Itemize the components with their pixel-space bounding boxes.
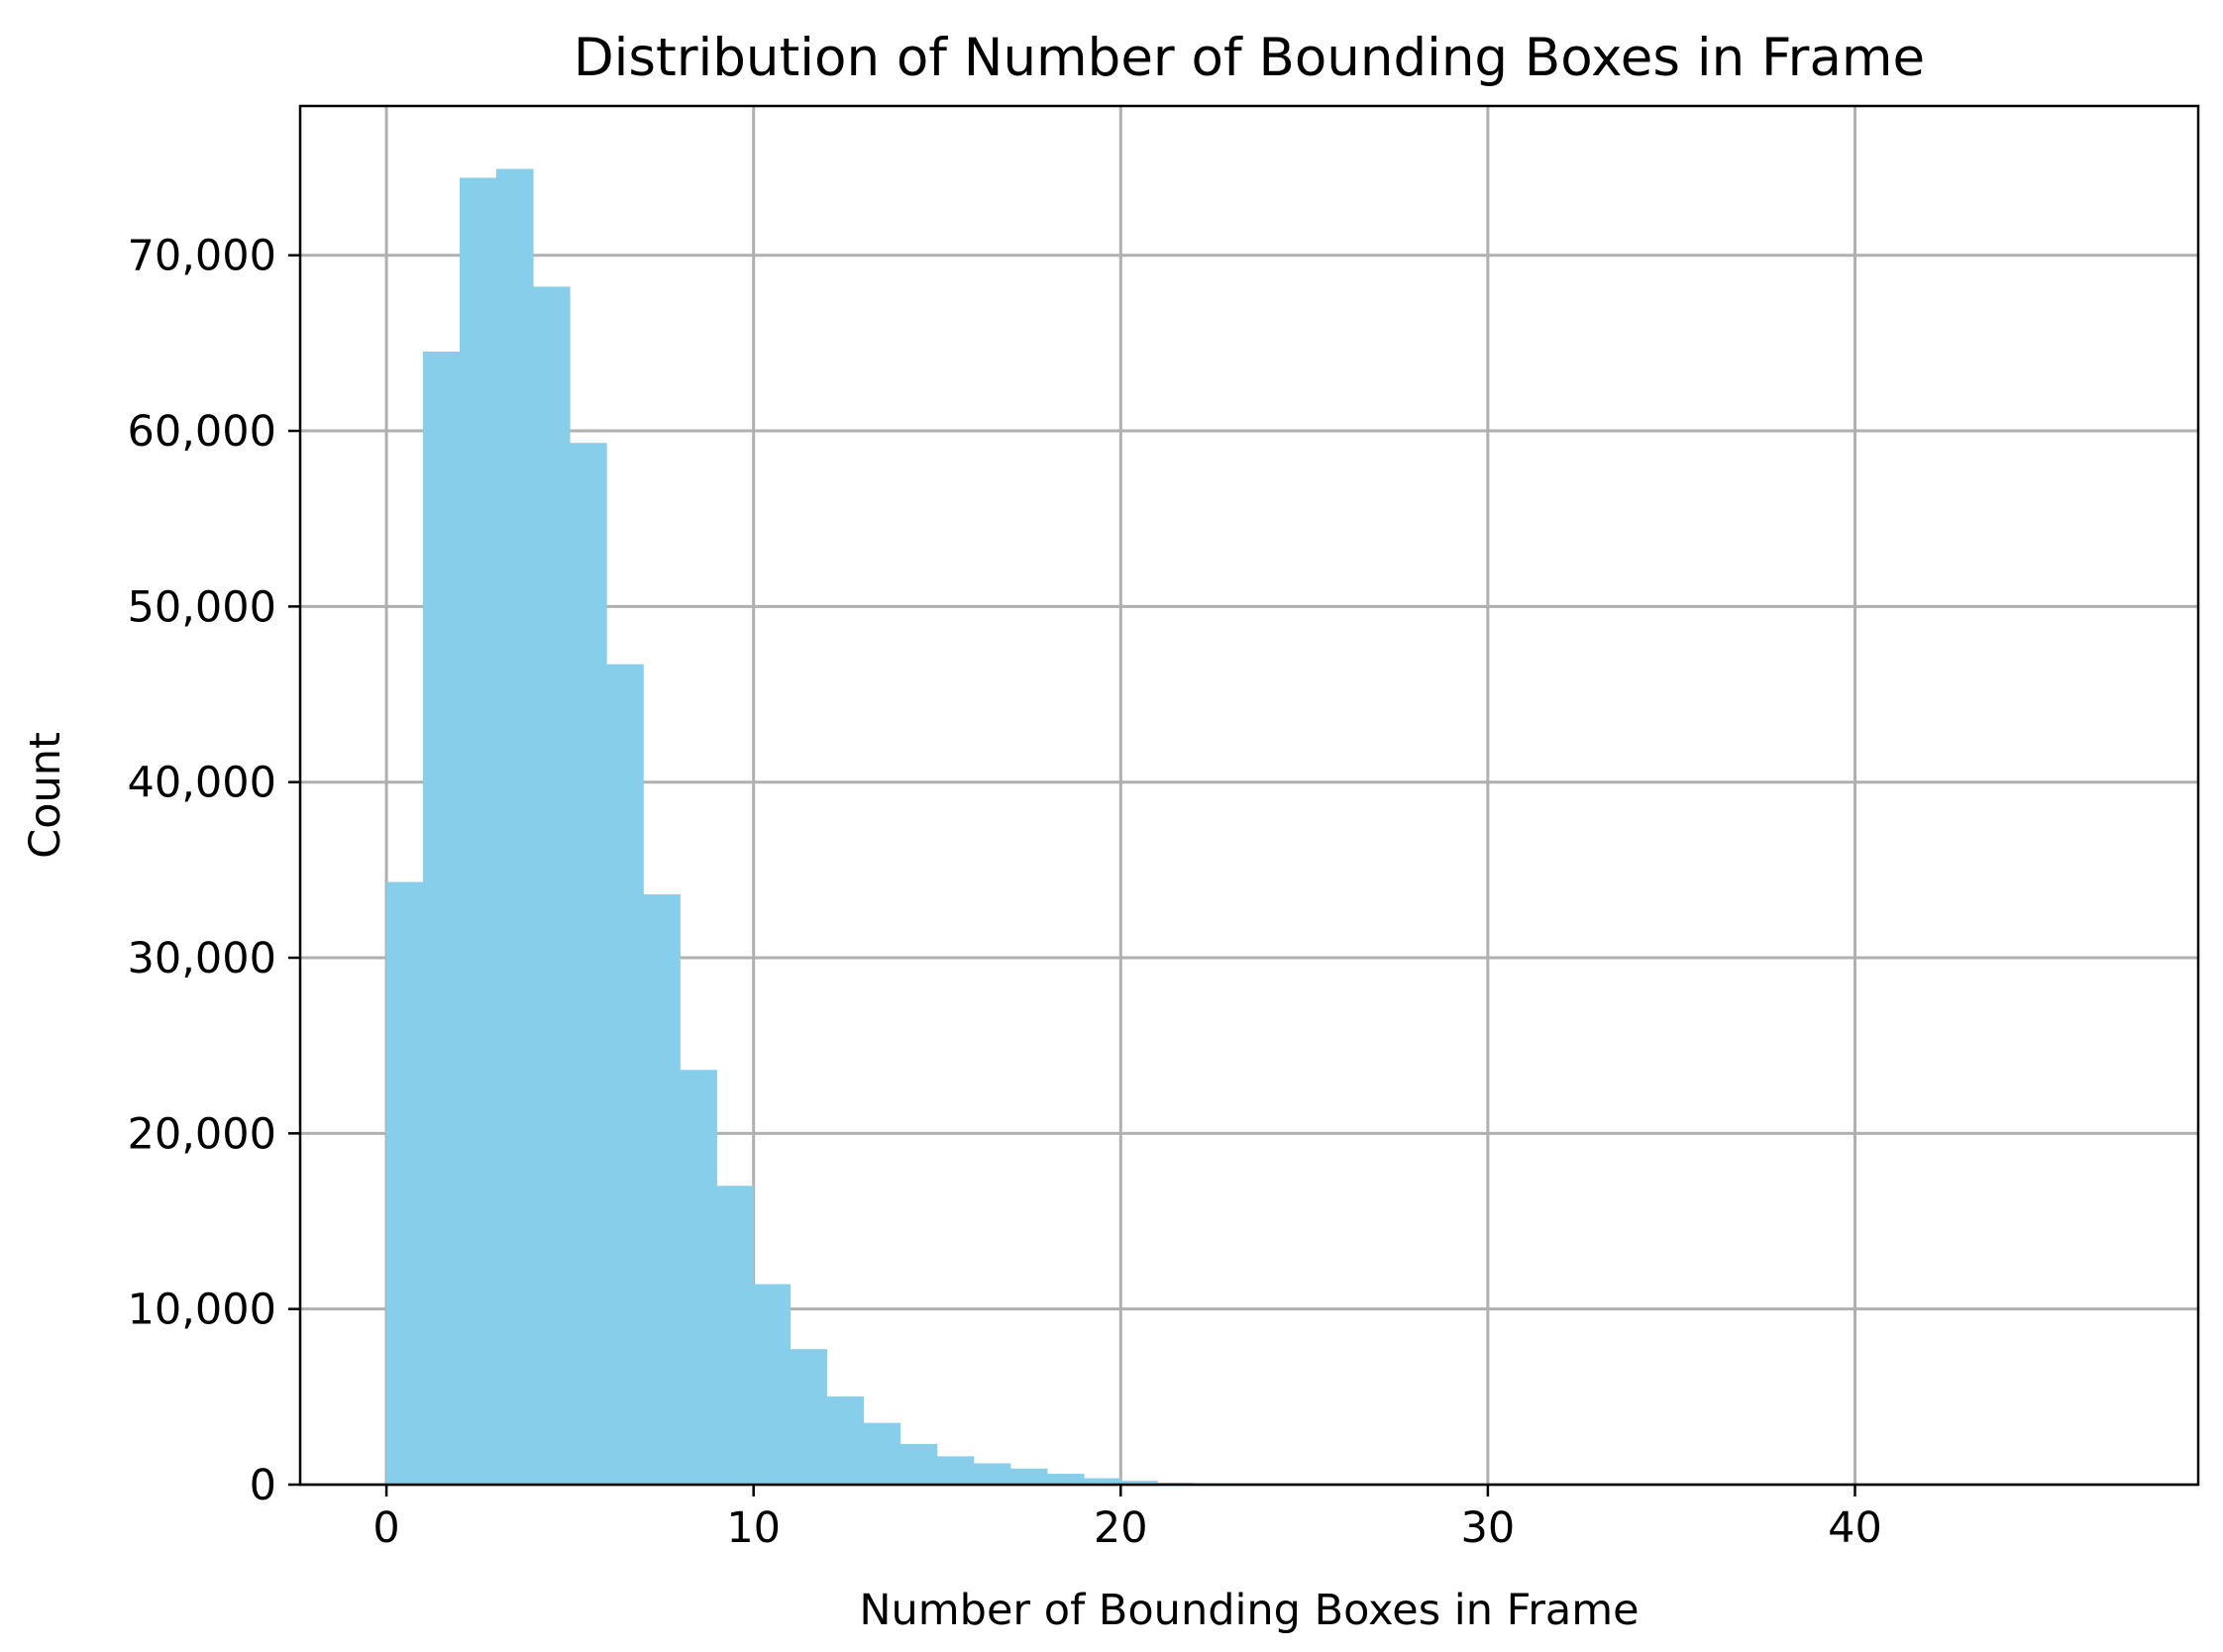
histogram-bar <box>900 1443 938 1486</box>
histogram-bar <box>753 1284 792 1486</box>
x-tick-label: 30 <box>1461 1503 1516 1553</box>
histogram-bar <box>826 1396 865 1486</box>
axis-ticks: 0 10 20 30 40 0 10,000 20,000 30,000 40,000 50,000… <box>128 232 1882 1553</box>
y-tick-label: 20,000 <box>128 1109 276 1159</box>
histogram-bar <box>1046 1474 1085 1486</box>
histogram-bars <box>385 168 2113 1486</box>
histogram-bar <box>680 1070 717 1486</box>
x-tick-label: 20 <box>1094 1503 1148 1553</box>
histogram-bar <box>422 352 461 1486</box>
x-axis-label: Number of Bounding Boxes in Frame <box>859 1586 1639 1635</box>
histogram-bar <box>643 893 681 1486</box>
histogram-bar <box>790 1349 828 1486</box>
y-axis-label: Count <box>21 732 70 859</box>
y-tick-label: 0 <box>250 1461 276 1510</box>
histogram-bar <box>973 1463 1011 1486</box>
histogram-bar <box>385 881 424 1486</box>
axes-frame <box>298 104 2200 1487</box>
histogram-bar <box>606 664 644 1486</box>
y-tick-label: 60,000 <box>128 407 276 457</box>
histogram-bar <box>533 286 571 1486</box>
histogram-bar <box>570 443 607 1486</box>
y-tick-label: 40,000 <box>128 759 276 808</box>
histogram-bar <box>496 168 534 1486</box>
histogram-bar <box>936 1456 975 1486</box>
histogram-bar <box>716 1186 754 1486</box>
chart-title: Distribution of Number of Bounding Boxes… <box>574 28 1925 88</box>
x-tick-label: 10 <box>726 1503 781 1553</box>
x-tick-label: 0 <box>372 1503 399 1553</box>
y-tick-label: 30,000 <box>128 934 276 983</box>
histogram-bar <box>863 1422 901 1486</box>
y-tick-label: 10,000 <box>128 1286 276 1335</box>
histogram-bar <box>459 177 497 1486</box>
x-tick-label: 40 <box>1828 1503 1882 1553</box>
histogram-bar <box>1009 1468 1048 1486</box>
y-tick-label: 70,000 <box>128 232 276 281</box>
y-tick-label: 50,000 <box>128 582 276 632</box>
